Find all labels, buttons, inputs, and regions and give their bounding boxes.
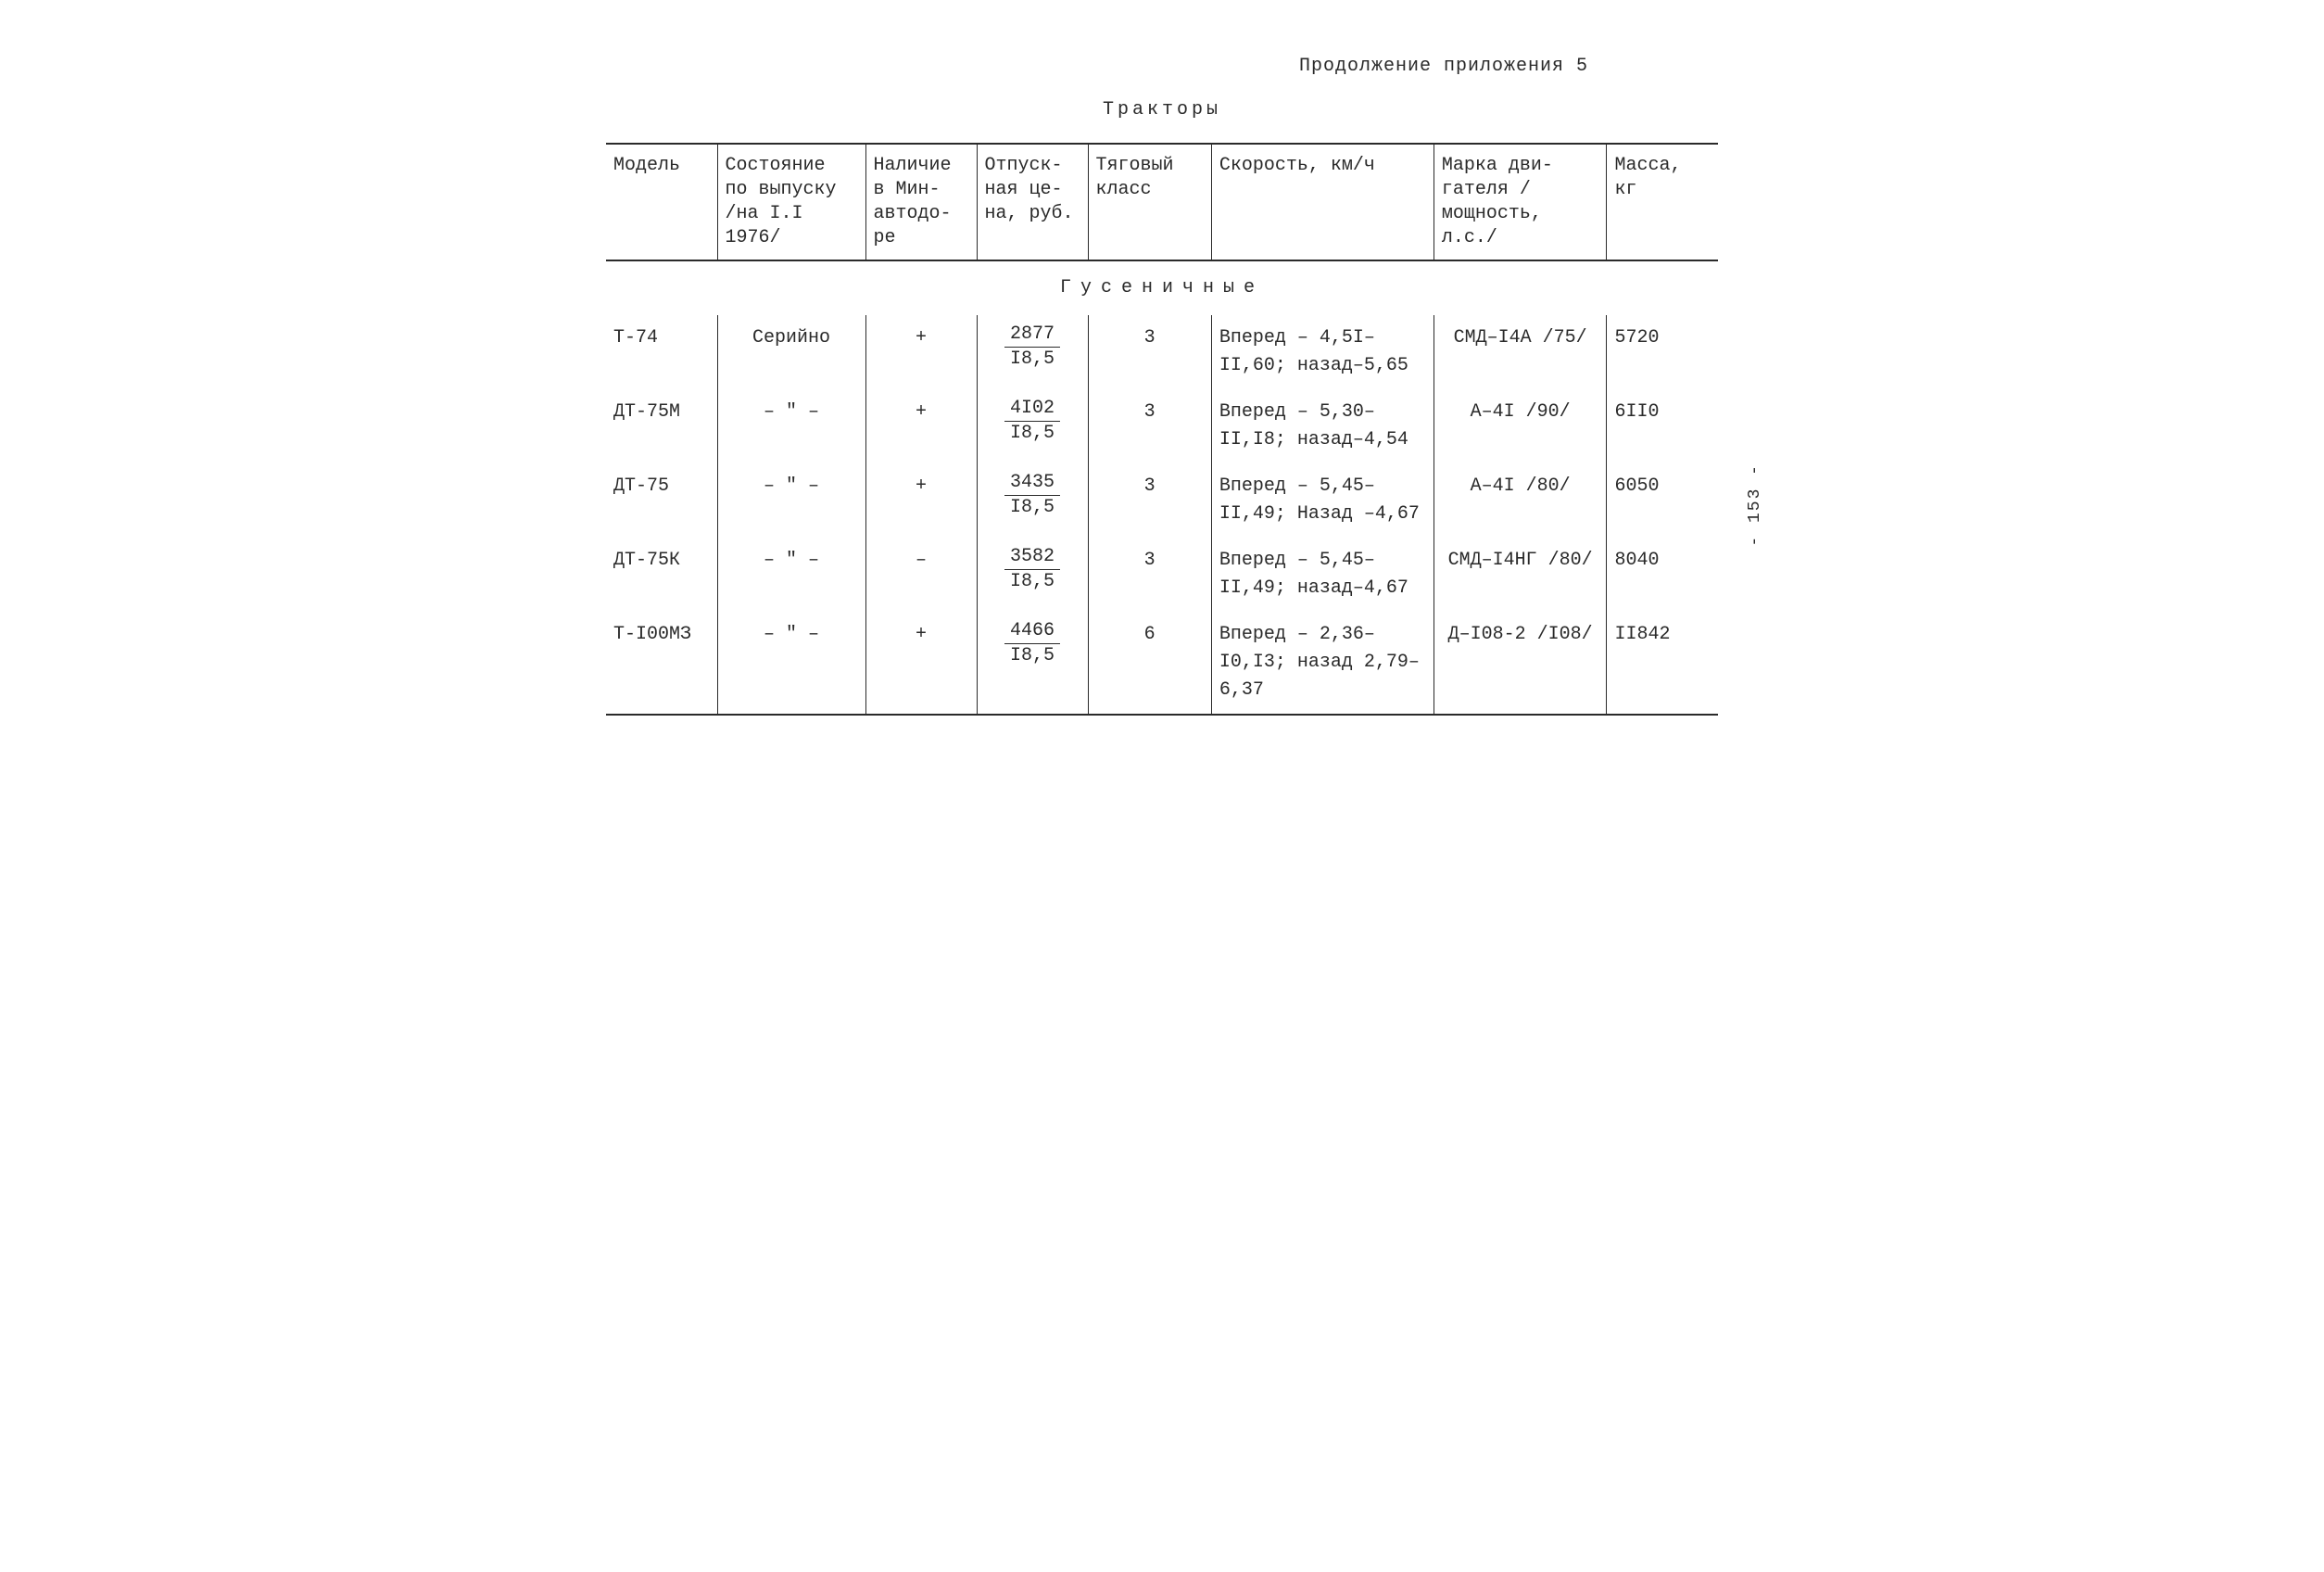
- cell-model: ДТ-75М: [606, 389, 717, 463]
- cell-class: 3: [1088, 463, 1211, 538]
- col-header-speed: Скорость, км/ч: [1211, 144, 1434, 260]
- cell-engine: СМД–I4НГ /80/: [1434, 538, 1607, 612]
- section-title: Гусеничные: [606, 260, 1718, 315]
- price-numerator: 3582: [1004, 547, 1060, 570]
- cell-speed: Вперед – 5,30–II,I8; назад–4,54: [1211, 389, 1434, 463]
- price-numerator: 4I02: [1004, 399, 1060, 422]
- cell-availability: +: [865, 612, 977, 715]
- col-header-availability: Наличие в Мин-автодо-ре: [865, 144, 977, 260]
- cell-price: 2877I8,5: [977, 315, 1088, 389]
- price-numerator: 3435: [1004, 473, 1060, 496]
- cell-status: ‒ " ‒: [717, 389, 865, 463]
- cell-price: 3435I8,5: [977, 463, 1088, 538]
- col-header-model: Модель: [606, 144, 717, 260]
- table-row: Т-74Серийно+2877I8,53Вперед – 4,5I–II,60…: [606, 315, 1718, 389]
- tractors-table: Модель Состояние по выпуску /на I.I 1976…: [606, 143, 1718, 716]
- price-denominator: I8,5: [1004, 496, 1060, 518]
- page-number-sidenote: - 153 -: [1746, 463, 1764, 547]
- table-row: ДТ-75М‒ " ‒+4I02I8,53Вперед – 5,30–II,I8…: [606, 389, 1718, 463]
- cell-model: ДТ-75К: [606, 538, 717, 612]
- cell-class: 6: [1088, 612, 1211, 715]
- cell-price: 4466I8,5: [977, 612, 1088, 715]
- cell-speed: Вперед – 5,45–II,49; назад–4,67: [1211, 538, 1434, 612]
- col-header-price: Отпуск-ная це-на, руб.: [977, 144, 1088, 260]
- price-denominator: I8,5: [1004, 570, 1060, 592]
- table-header-row: Модель Состояние по выпуску /на I.I 1976…: [606, 144, 1718, 260]
- cell-engine: Д–I08-2 /I08/: [1434, 612, 1607, 715]
- cell-mass: 6050: [1607, 463, 1718, 538]
- table-row: ДТ-75К‒ " ‒‒3582I8,53Вперед – 5,45–II,49…: [606, 538, 1718, 612]
- cell-class: 3: [1088, 315, 1211, 389]
- table-row: Т-I00МЗ‒ " ‒+4466I8,56Вперед – 2,36–I0,I…: [606, 612, 1718, 715]
- cell-price: 3582I8,5: [977, 538, 1088, 612]
- continuation-note: Продолжение приложения 5: [606, 56, 1718, 77]
- cell-speed: Вперед – 2,36–I0,I3; назад 2,79–6,37: [1211, 612, 1434, 715]
- cell-mass: 6II0: [1607, 389, 1718, 463]
- cell-speed: Вперед – 5,45–II,49; Назад –4,67: [1211, 463, 1434, 538]
- cell-availability: +: [865, 463, 977, 538]
- price-denominator: I8,5: [1004, 348, 1060, 370]
- table-title: Тракторы: [606, 99, 1718, 120]
- cell-mass: II842: [1607, 612, 1718, 715]
- cell-status: ‒ " ‒: [717, 463, 865, 538]
- col-header-class: Тяговый класс: [1088, 144, 1211, 260]
- table-row: ДТ-75‒ " ‒+3435I8,53Вперед – 5,45–II,49;…: [606, 463, 1718, 538]
- cell-engine: СМД–I4A /75/: [1434, 315, 1607, 389]
- cell-model: Т-74: [606, 315, 717, 389]
- cell-status: ‒ " ‒: [717, 612, 865, 715]
- price-denominator: I8,5: [1004, 422, 1060, 444]
- cell-status: ‒ " ‒: [717, 538, 865, 612]
- price-numerator: 2877: [1004, 324, 1060, 348]
- cell-availability: ‒: [865, 538, 977, 612]
- section-row: Гусеничные: [606, 260, 1718, 315]
- cell-model: ДТ-75: [606, 463, 717, 538]
- cell-model: Т-I00МЗ: [606, 612, 717, 715]
- cell-availability: +: [865, 315, 977, 389]
- cell-mass: 5720: [1607, 315, 1718, 389]
- col-header-mass: Масса, кг: [1607, 144, 1718, 260]
- col-header-engine: Марка дви-гателя /мощность, л.с./: [1434, 144, 1607, 260]
- cell-price: 4I02I8,5: [977, 389, 1088, 463]
- cell-engine: А–4I /80/: [1434, 463, 1607, 538]
- cell-availability: +: [865, 389, 977, 463]
- cell-speed: Вперед – 4,5I–II,60; назад–5,65: [1211, 315, 1434, 389]
- cell-class: 3: [1088, 389, 1211, 463]
- cell-engine: А–4I /90/: [1434, 389, 1607, 463]
- cell-mass: 8040: [1607, 538, 1718, 612]
- col-header-status: Состояние по выпуску /на I.I 1976/: [717, 144, 865, 260]
- price-numerator: 4466: [1004, 621, 1060, 644]
- cell-class: 3: [1088, 538, 1211, 612]
- cell-status: Серийно: [717, 315, 865, 389]
- price-denominator: I8,5: [1004, 644, 1060, 666]
